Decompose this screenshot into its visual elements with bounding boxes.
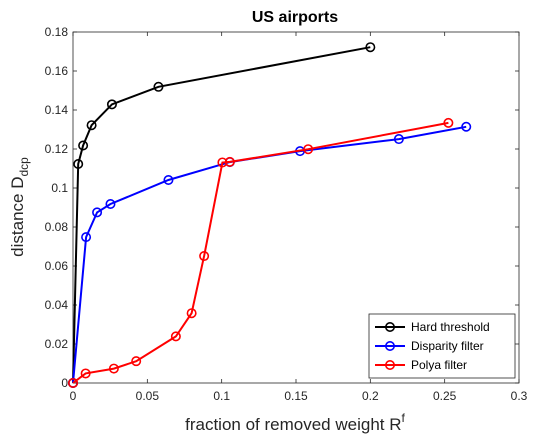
y-tick-label: 0.16 [45,64,69,78]
y-tick-label: 0.02 [45,337,69,351]
data-point-hard-threshold [365,42,376,53]
legend-label: Disparity filter [411,339,484,353]
legend-swatch-marker [384,340,395,351]
series-polya-filter [68,117,454,388]
y-tick-label: 0.08 [45,220,69,234]
x-axis-label-sup: f [402,411,406,425]
data-point-polya-filter [303,144,314,155]
legend-entry-polya-filter: Polya filter [375,358,467,372]
data-point-hard-threshold [153,81,164,92]
legend-label: Hard threshold [411,320,490,334]
data-point-disparity-filter [461,121,472,132]
series-line-polya-filter [72,121,449,384]
data-point-hard-threshold [86,120,97,131]
data-point-hard-threshold [78,140,89,151]
series-line-hard-threshold [72,46,371,384]
data-point-disparity-filter [163,175,174,186]
data-point-polya-filter [186,308,197,319]
y-tick-label: 0.06 [45,259,69,273]
y-axis: 0 0.02 0.04 0.06 0.08 0.1 0.12 0.14 0.16 0.18 [45,25,519,390]
y-tick-label: 0.04 [45,298,69,312]
legend-entry-hard-threshold: Hard threshold [375,320,490,334]
series-layer [68,42,472,388]
data-point-polya-filter [217,157,228,168]
y-tick-label: 0.14 [45,103,69,117]
legend: Hard threshold Disparity filter Polya filt… [368,313,516,379]
y-tick-label: 0.12 [45,142,69,156]
legend-swatch-marker [384,359,395,370]
legend-swatch-marker [384,321,395,332]
x-axis-label-main: fraction of removed weight R [185,415,401,434]
series-hard-threshold [68,42,376,388]
data-point-polya-filter [199,251,210,262]
x-axis-label: fraction of removed weight Rf [185,411,405,434]
x-tick-label: 0 [70,389,77,403]
y-axis-label: distance Ddcp [8,157,31,257]
series-line-disparity-filter [72,125,467,384]
y-axis-label-sub: dcp [17,157,31,177]
data-point-polya-filter [443,117,454,128]
data-point-hard-threshold [73,159,84,170]
x-axis: 0 0.05 0.1 0.15 0.2 0.25 0.3 [70,32,528,403]
x-tick-label: 0.05 [136,389,160,403]
data-point-hard-threshold [106,99,117,110]
x-tick-label: 0.1 [213,389,230,403]
y-axis-label-main: distance D [8,177,27,257]
y-tick-label: 0.18 [45,25,69,39]
x-tick-label: 0.25 [433,389,457,403]
data-point-polya-filter [170,331,181,342]
x-tick-label: 0.15 [284,389,308,403]
y-tick-label: 0.1 [51,181,68,195]
data-point-disparity-filter [393,134,404,145]
data-point-polya-filter [224,156,235,167]
x-tick-label: 0.3 [511,389,528,403]
legend-label: Polya filter [411,358,467,372]
chart-title: US airports [252,9,338,26]
data-point-disparity-filter [92,207,103,218]
data-point-polya-filter [80,368,91,379]
data-point-disparity-filter [105,198,116,209]
x-tick-label: 0.2 [362,389,379,403]
data-point-polya-filter [131,356,142,367]
legend-entry-disparity-filter: Disparity filter [375,339,484,353]
y-tick-label: 0 [61,376,68,390]
data-point-polya-filter [108,363,119,374]
data-point-disparity-filter [81,232,92,243]
data-point-polya-filter [68,377,79,388]
